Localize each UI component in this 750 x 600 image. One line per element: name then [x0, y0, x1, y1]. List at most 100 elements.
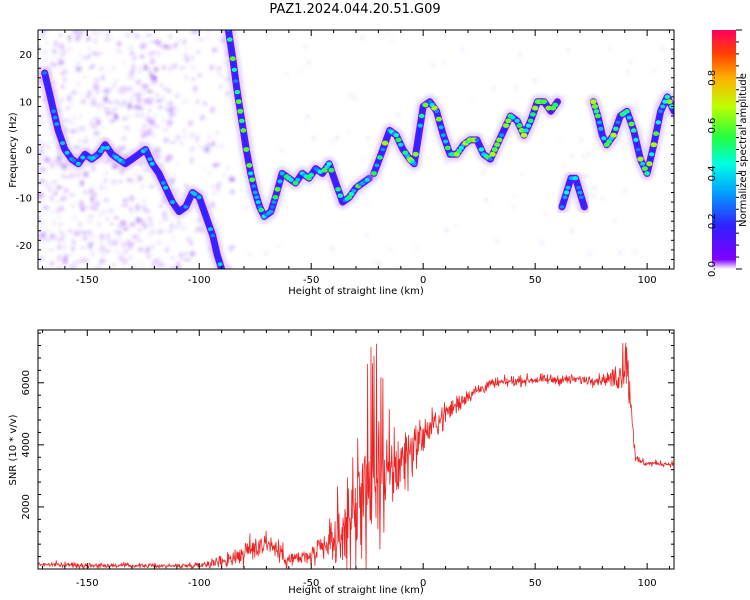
- trace-blob: [523, 128, 529, 133]
- x-tick-label: -100: [188, 275, 211, 286]
- noise-blob: [157, 262, 163, 268]
- y-tick-label: 2000: [21, 494, 32, 519]
- trace-blob: [440, 133, 446, 138]
- spectrogram-trace: [586, 89, 674, 181]
- noise-blob: [140, 92, 146, 95]
- noise-blob: [165, 155, 170, 159]
- noise-blob: [56, 254, 63, 262]
- noise-blob: [579, 137, 584, 143]
- noise-blob: [195, 37, 202, 41]
- noise-blob: [55, 265, 63, 269]
- noise-blob: [348, 92, 353, 98]
- trace-blob: [295, 177, 301, 182]
- trace-blob: [192, 192, 198, 197]
- noise-blob: [171, 174, 176, 178]
- noise-blob: [40, 142, 47, 148]
- trace-blob: [637, 156, 644, 162]
- noise-blob: [65, 106, 70, 110]
- trace-blob: [71, 158, 77, 163]
- noise-blob: [108, 37, 113, 41]
- noise-blob: [103, 198, 109, 203]
- noise-blob: [209, 106, 216, 114]
- noise-blob: [132, 55, 137, 61]
- noise-blob: [81, 257, 87, 264]
- noise-blob: [91, 124, 98, 130]
- noise-blob: [129, 221, 136, 228]
- noise-blob: [212, 163, 218, 168]
- noise-blob: [92, 192, 98, 198]
- noise-blob: [139, 112, 145, 119]
- noise-blob: [69, 129, 76, 134]
- noise-blob: [60, 173, 65, 179]
- trace-blob: [527, 118, 534, 124]
- noise-blob: [77, 259, 82, 263]
- noise-blob: [127, 103, 132, 109]
- noise-blob: [129, 207, 133, 212]
- noise-blob: [58, 224, 62, 227]
- trace-blob: [364, 177, 370, 182]
- spectrogram-content: [38, 30, 674, 269]
- noise-blob: [113, 216, 119, 219]
- noise-blob: [87, 214, 95, 219]
- noise-blob: [352, 96, 357, 102]
- trace-blob: [650, 142, 657, 148]
- noise-blob: [307, 59, 312, 65]
- noise-blob: [42, 205, 50, 211]
- noise-blob: [77, 139, 82, 143]
- trace-blob: [488, 157, 493, 161]
- noise-blob: [395, 265, 400, 269]
- noise-blob: [56, 215, 62, 219]
- noise-blob: [131, 212, 135, 216]
- trace-blob: [183, 205, 189, 209]
- noise-blob: [51, 55, 54, 59]
- noise-blob: [634, 101, 638, 106]
- noise-blob: [58, 66, 65, 69]
- noise-blob: [625, 69, 630, 75]
- noise-blob: [569, 228, 574, 234]
- noise-blob: [104, 38, 108, 42]
- trace-blob: [210, 233, 215, 238]
- noise-blob: [101, 253, 105, 256]
- trace-blob: [52, 115, 58, 120]
- trace-blob: [277, 179, 283, 184]
- noise-blob: [182, 39, 186, 45]
- noise-blob: [168, 112, 174, 116]
- noise-blob: [68, 34, 71, 42]
- noise-blob: [203, 100, 207, 103]
- trace-blob: [434, 109, 439, 114]
- trace-blob: [234, 89, 241, 95]
- noise-blob: [143, 198, 146, 204]
- noise-blob: [108, 241, 111, 248]
- noise-blob: [135, 206, 139, 213]
- noise-blob: [390, 38, 395, 44]
- noise-blob: [222, 61, 228, 65]
- noise-blob: [83, 74, 86, 79]
- noise-blob: [97, 68, 104, 71]
- noise-blob: [481, 170, 486, 176]
- trace-blob: [514, 118, 520, 123]
- x-tick-label: -50: [303, 275, 319, 286]
- noise-blob: [396, 112, 401, 118]
- noise-blob: [120, 91, 126, 95]
- noise-blob: [97, 106, 101, 110]
- noise-blob: [98, 52, 103, 55]
- x-tick-label: 0: [420, 578, 426, 589]
- x-tick-label: -150: [76, 275, 99, 286]
- noise-blob: [76, 80, 81, 88]
- noise-blob: [158, 220, 163, 225]
- trace-blob: [163, 185, 169, 190]
- noise-blob: [43, 50, 48, 54]
- trace-blob: [258, 207, 265, 213]
- noise-blob: [154, 257, 162, 262]
- noise-blob: [40, 178, 43, 185]
- trace-blob: [249, 177, 256, 183]
- noise-blob: [97, 222, 101, 227]
- noise-blob: [230, 189, 235, 195]
- trace-blob: [248, 171, 254, 176]
- noise-blob: [81, 56, 89, 60]
- trace-blob: [626, 115, 632, 120]
- trace-blob: [563, 190, 570, 195]
- noise-blob: [129, 93, 135, 99]
- noise-blob: [167, 66, 172, 73]
- trace-blob: [100, 145, 106, 150]
